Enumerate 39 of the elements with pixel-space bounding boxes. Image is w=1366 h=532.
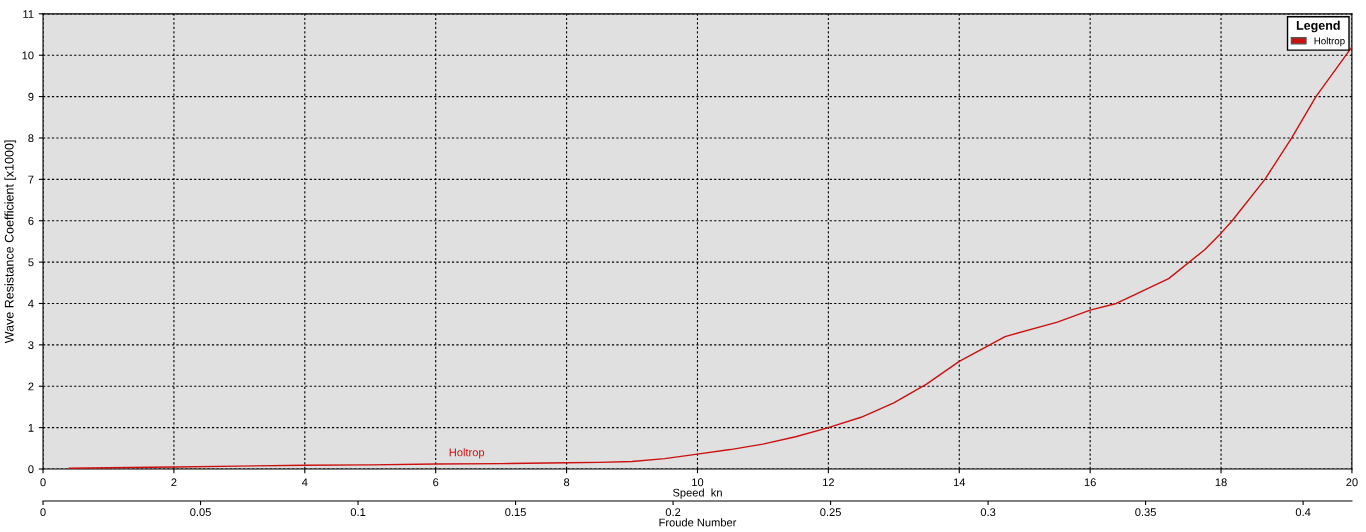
- x2-tick-label: 0.2: [665, 508, 681, 517]
- x-tick-label: 4: [301, 478, 308, 487]
- x-tick-label: 2: [171, 478, 177, 487]
- y-tick-label: 6: [28, 217, 34, 225]
- x2-tick-label: 0.15: [505, 508, 526, 517]
- x-tick-label: 6: [433, 478, 439, 487]
- x2-axis-title: Froude Number: [659, 518, 737, 527]
- x-tick-label: 16: [1084, 478, 1096, 487]
- x2-tick-label: 0.25: [820, 508, 841, 517]
- y-tick-label: 5: [28, 258, 34, 267]
- x2-tick-label: 0.35: [1135, 508, 1156, 517]
- x-tick-label: 8: [563, 478, 570, 487]
- legend-label: Holtrop: [1314, 37, 1345, 47]
- x-tick-label: 10: [692, 478, 704, 487]
- y-tick-label: 3: [28, 341, 34, 350]
- line-series: [68, 46, 1352, 469]
- y-tick-label: 4: [28, 299, 34, 308]
- y-tick-label: 2: [28, 382, 34, 391]
- x2-tick-label: 0.05: [190, 508, 211, 517]
- x2-tick-label: 0.3: [980, 508, 996, 517]
- y-tick-label: 11: [23, 10, 34, 18]
- y-tick-label: 9: [28, 92, 34, 101]
- annotation: Holtrop: [449, 448, 485, 459]
- x-tick-label: 20: [1346, 478, 1358, 487]
- x-tick-label: 14: [953, 478, 966, 487]
- y-tick-label: 10: [22, 51, 34, 60]
- x-axis-title: Speed kn: [672, 488, 722, 499]
- x-tick-label: 12: [823, 478, 834, 487]
- y-axis-title: Wave Resistance Coefficient [x1000]: [4, 140, 17, 344]
- legend-title: Legend: [1296, 20, 1340, 33]
- x-tick-label: 0: [40, 478, 46, 487]
- x-tick-label: 18: [1215, 478, 1227, 487]
- x2-tick-label: 0.1: [350, 508, 366, 517]
- y-tick-label: 0: [28, 465, 34, 474]
- y-tick-label: 1: [28, 424, 34, 432]
- x2-tick-label: 0: [40, 508, 46, 517]
- y-tick-label: 7: [28, 175, 34, 184]
- x2-tick-label: 0.4: [1295, 508, 1311, 517]
- y-tick-label: 8: [28, 134, 34, 143]
